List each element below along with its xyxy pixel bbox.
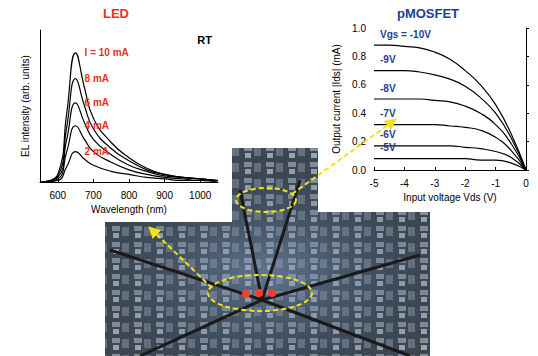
svg-text:-1: -1: [491, 178, 500, 189]
svg-text:2 mA: 2 mA: [85, 146, 109, 157]
svg-text:I = 10 mA: I = 10 mA: [85, 47, 129, 58]
svg-text:LED: LED: [103, 6, 129, 21]
svg-text:1000: 1000: [189, 190, 212, 201]
svg-text:-2: -2: [461, 178, 470, 189]
svg-text:-5V: -5V: [380, 142, 396, 153]
svg-text:700: 700: [85, 190, 102, 201]
svg-text:EL intensity (arb. units): EL intensity (arb. units): [20, 55, 31, 157]
svg-text:RT: RT: [197, 34, 212, 46]
svg-text:-3: -3: [430, 178, 439, 189]
svg-text:-7V: -7V: [380, 108, 396, 119]
svg-text:pMOSFET: pMOSFET: [397, 6, 459, 21]
svg-text:Output current |Ids| (mA): Output current |Ids| (mA): [331, 44, 342, 154]
svg-text:0: 0: [523, 178, 529, 189]
svg-text:0.8: 0.8: [352, 51, 366, 62]
svg-text:-8V: -8V: [380, 83, 396, 94]
svg-text:900: 900: [156, 190, 173, 201]
svg-text:0.0: 0.0: [352, 165, 366, 176]
svg-text:-6V: -6V: [380, 129, 396, 140]
svg-text:8 mA: 8 mA: [85, 73, 109, 84]
svg-text:Input voltage Vds (V): Input voltage Vds (V): [403, 192, 496, 203]
svg-text:600: 600: [49, 190, 66, 201]
svg-text:1.0: 1.0: [352, 23, 366, 34]
svg-text:Wavelength (nm): Wavelength (nm): [91, 204, 167, 215]
svg-text:Vgs = -10V: Vgs = -10V: [380, 29, 431, 40]
svg-text:-4: -4: [400, 178, 409, 189]
svg-text:4 mA: 4 mA: [85, 120, 109, 131]
svg-text:0.4: 0.4: [352, 108, 366, 119]
svg-text:800: 800: [121, 190, 138, 201]
svg-text:0.2: 0.2: [352, 136, 366, 147]
svg-text:0.6: 0.6: [352, 79, 366, 90]
svg-text:6 mA: 6 mA: [85, 97, 109, 108]
svg-text:-9V: -9V: [380, 54, 396, 65]
svg-text:-5: -5: [370, 178, 379, 189]
